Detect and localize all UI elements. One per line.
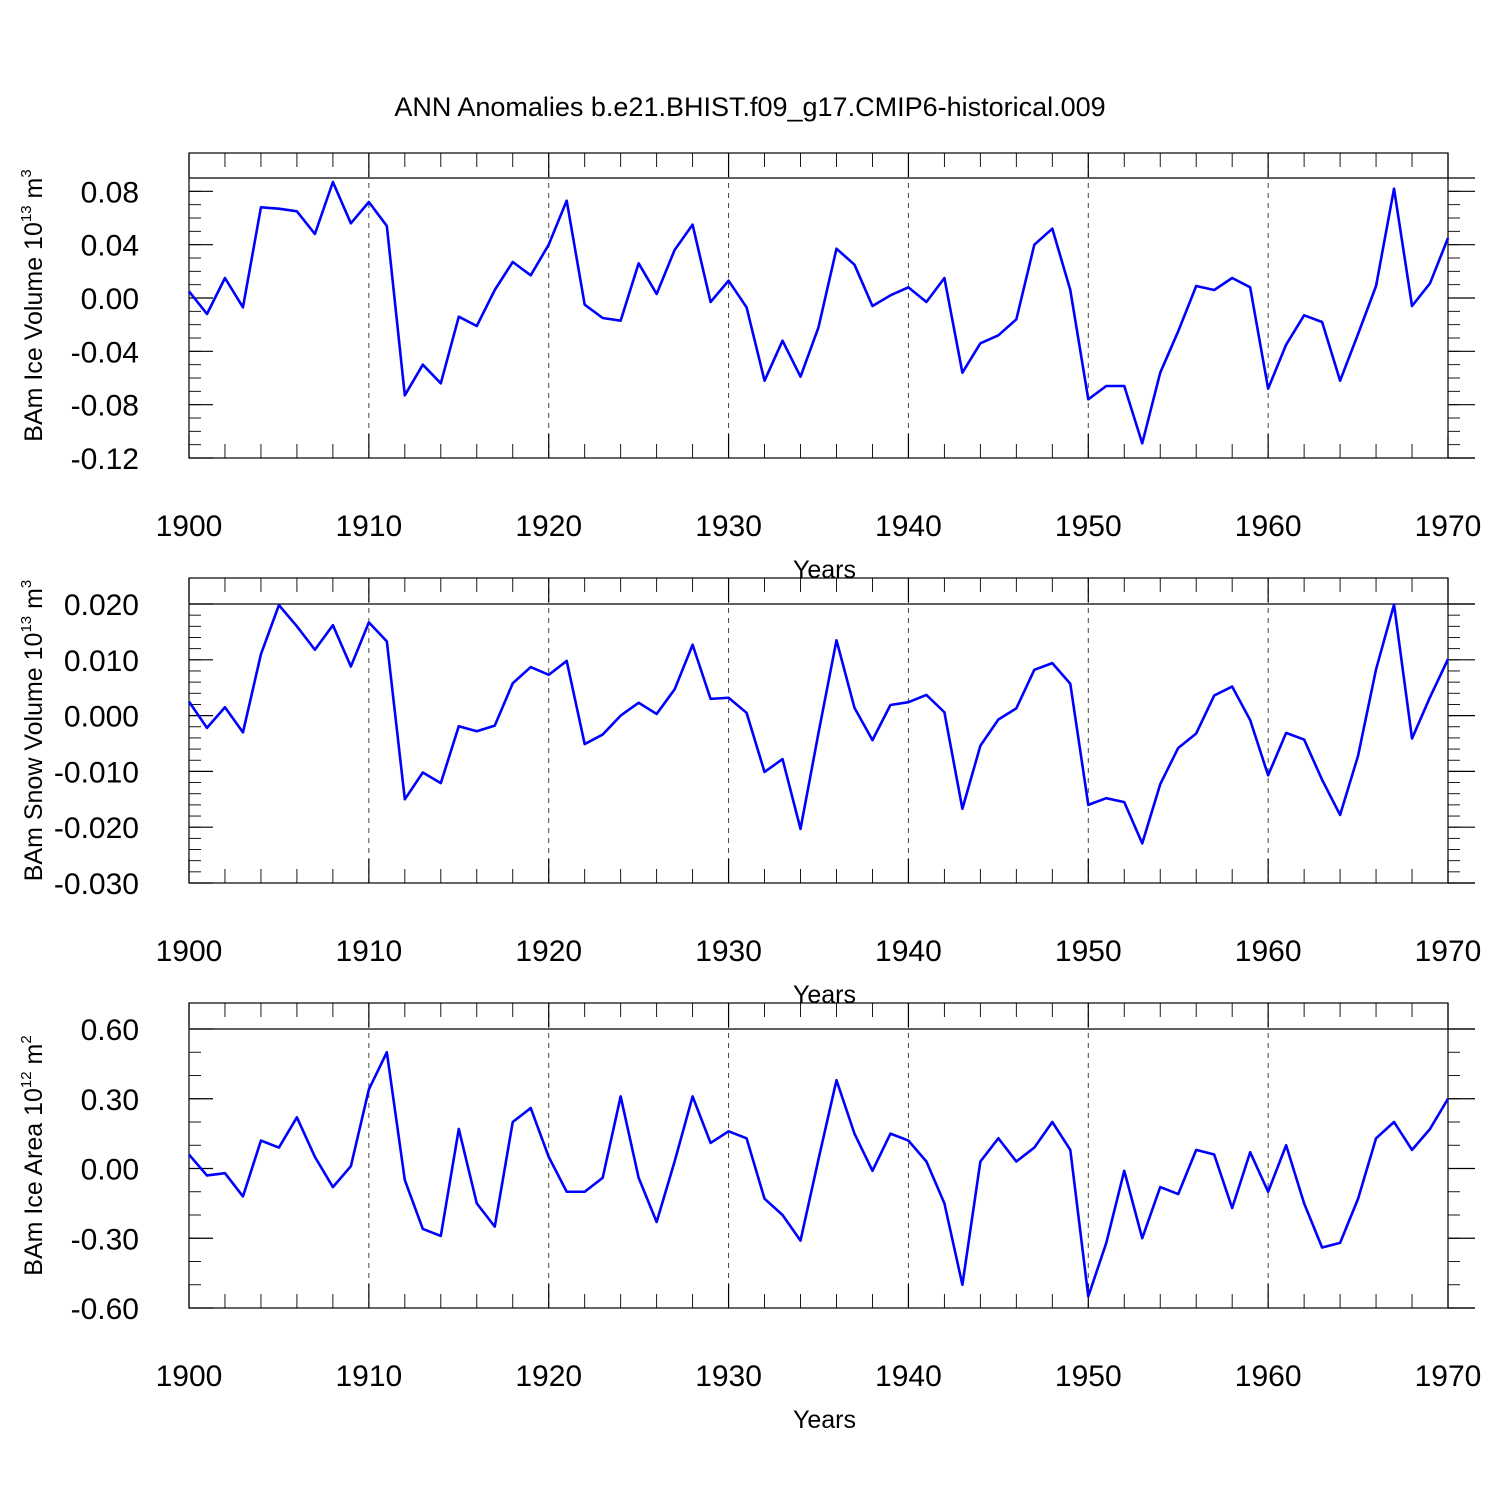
figure-title: ANN Anomalies b.e21.BHIST.f09_g17.CMIP6-… (394, 92, 1105, 122)
series-line (187, 180, 1450, 445)
y-axis-label-unit-exponent: 2 (18, 1035, 35, 1043)
x-tick-label: 1920 (515, 1360, 582, 1393)
y-axis-label-main: BAm Ice Area 10 (20, 1088, 48, 1276)
x-tick-label: 1950 (1055, 935, 1122, 968)
y-tick-label: -0.010 (54, 756, 139, 789)
x-tick-label: 1930 (695, 510, 762, 543)
y-axis-label: BAm Ice Area 1012 m2 (18, 1035, 48, 1275)
y-axis-label-main: BAm Ice Volume 10 (20, 222, 48, 442)
chart-panel-3: 1900 1910 1920 1930 1940 1950 1960 1970 Years 0.6… (18, 1002, 1482, 1434)
x-tick-label: 1960 (1235, 935, 1302, 968)
plot-frame (188, 577, 1449, 884)
x-axis-label: Years (793, 556, 856, 584)
x-tick-label: 1960 (1235, 1360, 1302, 1393)
y-tick-label: -0.60 (71, 1293, 139, 1326)
x-tick-label: 1920 (515, 935, 582, 968)
x-tick-label: 1910 (335, 1360, 402, 1393)
y-axis-label-exponent: 13 (18, 205, 35, 222)
y-tick-label: 0.04 (81, 230, 139, 263)
y-tick-label: 0.00 (81, 1154, 139, 1187)
chart-panel-2: 1900 1910 1920 1930 1940 1950 1960 1970 Years 0.0… (18, 577, 1482, 1009)
x-tick-label: 1910 (335, 935, 402, 968)
x-tick-label: 1900 (156, 935, 223, 968)
x-tick-label: 1910 (335, 510, 402, 543)
x-axis-label: Years (793, 1406, 856, 1434)
series-line (187, 603, 1450, 845)
x-tick-label: 1950 (1055, 1360, 1122, 1393)
y-axis-label-unit-exponent: 3 (18, 169, 35, 177)
series-line (188, 1050, 1450, 1298)
x-tick-label: 1940 (875, 935, 942, 968)
y-tick-label: 0.60 (81, 1014, 139, 1047)
y-axis-label-unit: m (20, 1044, 48, 1072)
x-tick-label: 1930 (695, 1360, 762, 1393)
x-tick-label: 1920 (515, 510, 582, 543)
x-tick-label: 1900 (156, 1360, 223, 1393)
y-axis-label-unit: m (20, 588, 48, 616)
y-tick-label: -0.12 (71, 443, 139, 476)
panels: 1900 1910 1920 1930 1940 1950 1960 1970 Years 0.0… (18, 152, 1482, 1434)
x-tick-label: 1970 (1415, 935, 1482, 968)
y-tick-label: 0.08 (81, 176, 139, 209)
y-axis-label-unit: m (20, 178, 48, 206)
y-axis-label-exponent: 13 (18, 616, 35, 633)
y-axis-label: BAm Ice Volume 1013 m3 (18, 169, 48, 441)
y-tick-label: -0.08 (71, 390, 139, 423)
y-tick-label: -0.30 (71, 1223, 139, 1256)
x-tick-label: 1940 (875, 1360, 942, 1393)
plot-frame (188, 152, 1449, 459)
y-tick-label: 0.30 (81, 1084, 139, 1117)
x-tick-label: 1960 (1235, 510, 1302, 543)
y-axis-label-unit-exponent: 3 (18, 580, 35, 588)
x-tick-label: 1900 (156, 510, 223, 543)
y-axis-label-exponent: 12 (18, 1071, 35, 1088)
y-tick-label: -0.020 (54, 812, 139, 845)
y-axis-label: BAm Snow Volume 1013 m3 (18, 580, 48, 882)
x-axis-label: Years (793, 981, 856, 1009)
chart-panel-1: 1900 1910 1920 1930 1940 1950 1960 1970 Years 0.0… (18, 152, 1482, 584)
y-tick-label: 0.020 (64, 589, 139, 622)
y-tick-label: 0.000 (64, 701, 139, 734)
x-tick-label: 1950 (1055, 510, 1122, 543)
x-tick-label: 1970 (1415, 510, 1482, 543)
x-tick-label: 1930 (695, 935, 762, 968)
y-tick-label: -0.04 (71, 336, 139, 369)
y-tick-label: -0.030 (54, 868, 139, 901)
y-tick-label: 0.010 (64, 645, 139, 678)
x-tick-label: 1940 (875, 510, 942, 543)
x-tick-label: 1970 (1415, 1360, 1482, 1393)
y-axis-label-main: BAm Snow Volume 10 (20, 633, 48, 882)
y-tick-label: 0.00 (81, 283, 139, 316)
